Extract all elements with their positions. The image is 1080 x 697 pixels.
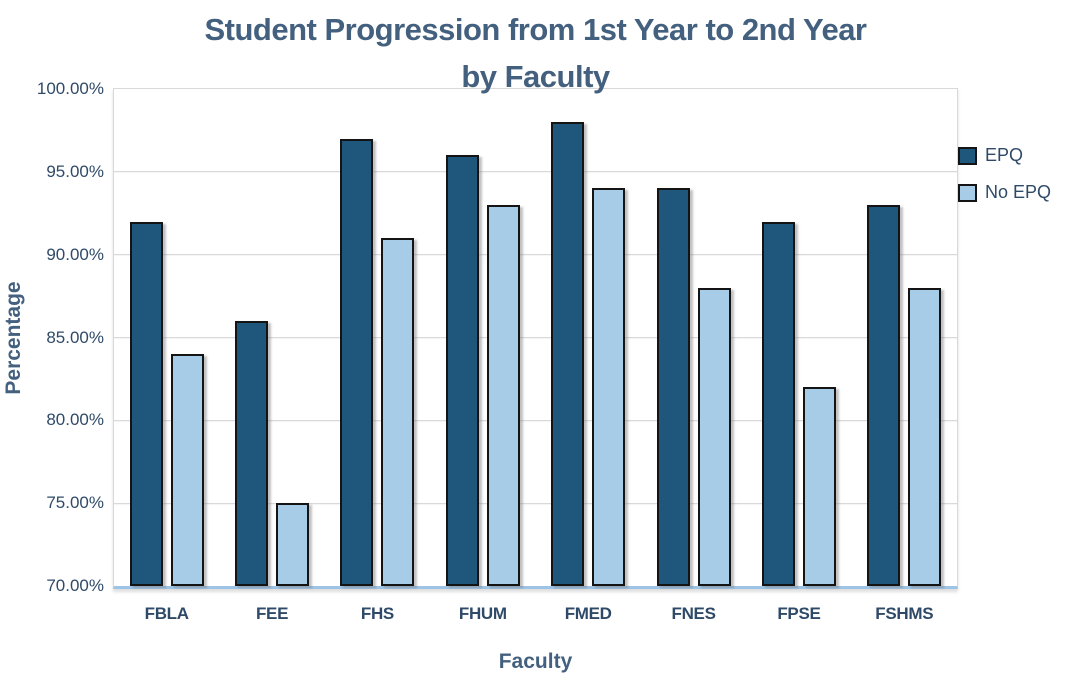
bar-group-fbla — [114, 89, 219, 586]
y-tick-label-90: 90.00% — [46, 244, 104, 264]
bar-no-epq-fee — [276, 503, 310, 586]
bar-group-fshms — [852, 89, 957, 586]
bar-no-epq-fbla — [170, 354, 204, 586]
bar-group-fhs — [325, 89, 430, 586]
bar-group-fee — [219, 89, 324, 586]
legend-item-epq: EPQ — [958, 145, 1051, 166]
bar-group-fhum — [430, 89, 535, 586]
bar-epq-fnes — [656, 188, 690, 586]
legend-swatch-epq — [958, 146, 977, 165]
gridline-75 — [114, 502, 957, 504]
x-tick-label-fbla: FBLA — [144, 604, 189, 623]
legend-label-no-epq: No EPQ — [985, 182, 1052, 202]
x-axis-title: Faculty — [498, 650, 573, 673]
bar-epq-fhs — [340, 138, 374, 586]
gridline-80 — [114, 419, 957, 421]
y-tick-label-100: 100.00% — [36, 79, 104, 98]
x-tick-label-fhs: FHS — [360, 604, 394, 623]
y-tick-label-70: 70.00% — [46, 576, 104, 595]
chart-title-line-1: Student Progression from 1st Year to 2nd… — [204, 12, 867, 47]
bar-no-epq-fmed — [592, 188, 626, 586]
y-tick-label-80: 80.00% — [46, 410, 104, 430]
gridline-85 — [114, 337, 957, 338]
x-tick-label-fhum: FHUM — [458, 604, 507, 623]
bar-no-epq-fnes — [697, 287, 731, 586]
bar-group-fpse — [746, 89, 851, 586]
legend-label-epq: EPQ — [985, 145, 1024, 165]
bar-no-epq-fpse — [802, 387, 836, 586]
x-tick-label-fnes: FNES — [671, 604, 716, 623]
gridline-95 — [114, 171, 957, 173]
bar-no-epq-fhs — [381, 238, 415, 586]
bar-no-epq-fshms — [908, 287, 942, 586]
legend: EPQ No EPQ — [958, 145, 1051, 203]
bar-epq-fshms — [867, 204, 901, 586]
x-tick-label-fshms: FSHMS — [875, 604, 934, 623]
bar-group-fnes — [641, 89, 746, 586]
y-tick-label-95: 95.00% — [46, 161, 104, 181]
bar-epq-fhum — [445, 155, 479, 586]
bar-epq-fmed — [551, 122, 585, 586]
y-tick-label-75: 75.00% — [46, 493, 104, 513]
chart-title: Student Progression from 1st Year to 2nd… — [113, 6, 958, 100]
bar-no-epq-fhum — [486, 204, 520, 586]
bar-group-fmed — [536, 89, 641, 586]
gridline-90 — [114, 254, 957, 256]
x-tick-label-fpse: FPSE — [777, 604, 821, 623]
legend-item-no-epq: No EPQ — [958, 182, 1051, 203]
bar-epq-fbla — [129, 221, 163, 586]
bar-epq-fpse — [761, 221, 795, 586]
bar-epq-fee — [235, 320, 269, 586]
x-tick-label-fee: FEE — [255, 604, 289, 623]
x-tick-label-fmed: FMED — [564, 604, 612, 623]
legend-swatch-no-epq — [958, 183, 977, 202]
plot-area — [113, 88, 958, 589]
chart-title-line-2: by Faculty — [461, 59, 610, 94]
y-tick-label-85: 85.00% — [46, 327, 104, 347]
